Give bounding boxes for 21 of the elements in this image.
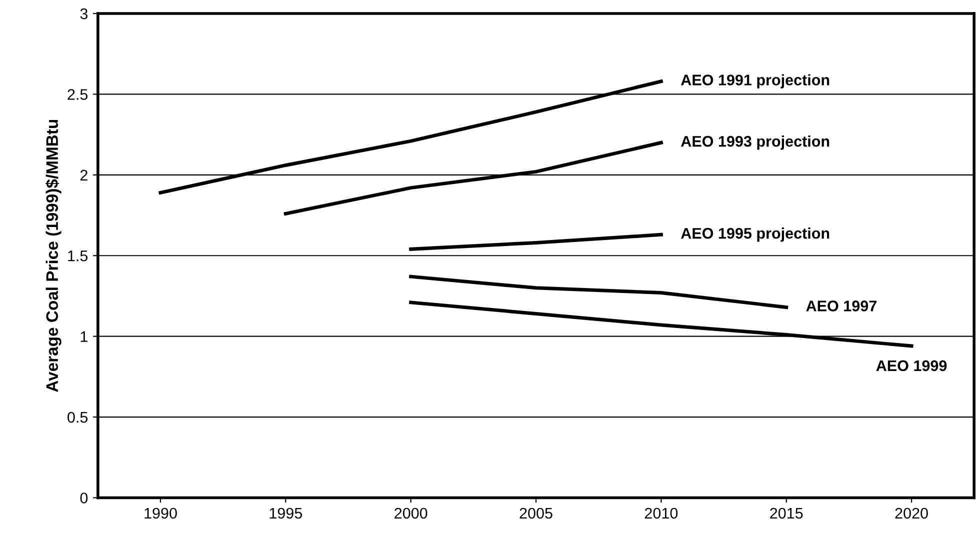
y-axis-title: Average Coal Price (1999)$/MMBtu bbox=[45, 120, 62, 392]
y-tick-label: 0 bbox=[80, 492, 88, 504]
y-tick-label: 2.5 bbox=[68, 89, 88, 100]
line-series bbox=[409, 274, 788, 310]
y-tick-label: 0.5 bbox=[68, 412, 88, 423]
series-label: AEO 1999 bbox=[876, 360, 947, 372]
x-tick-label: 2000 bbox=[394, 508, 428, 519]
y-tick-label: 2 bbox=[80, 170, 88, 180]
x-tick-label: 2020 bbox=[895, 508, 928, 519]
series-label: AEO 1997 bbox=[806, 300, 876, 312]
x-tick-label: 2010 bbox=[644, 508, 678, 519]
series-label: AEO 1991 projection bbox=[681, 74, 830, 88]
y-tick-label: 1 bbox=[80, 331, 88, 342]
y-tick-label: 1.5 bbox=[68, 250, 88, 262]
x-tick-label: 1990 bbox=[144, 508, 177, 519]
y-tick-label: 3 bbox=[80, 8, 88, 20]
x-tick-label: 1995 bbox=[270, 508, 302, 519]
series-label: AEO 1995 projection bbox=[681, 228, 830, 242]
x-tick-label: 2005 bbox=[520, 508, 552, 519]
series-label: AEO 1993 projection bbox=[681, 136, 830, 150]
x-tick-label: 2015 bbox=[770, 508, 803, 519]
